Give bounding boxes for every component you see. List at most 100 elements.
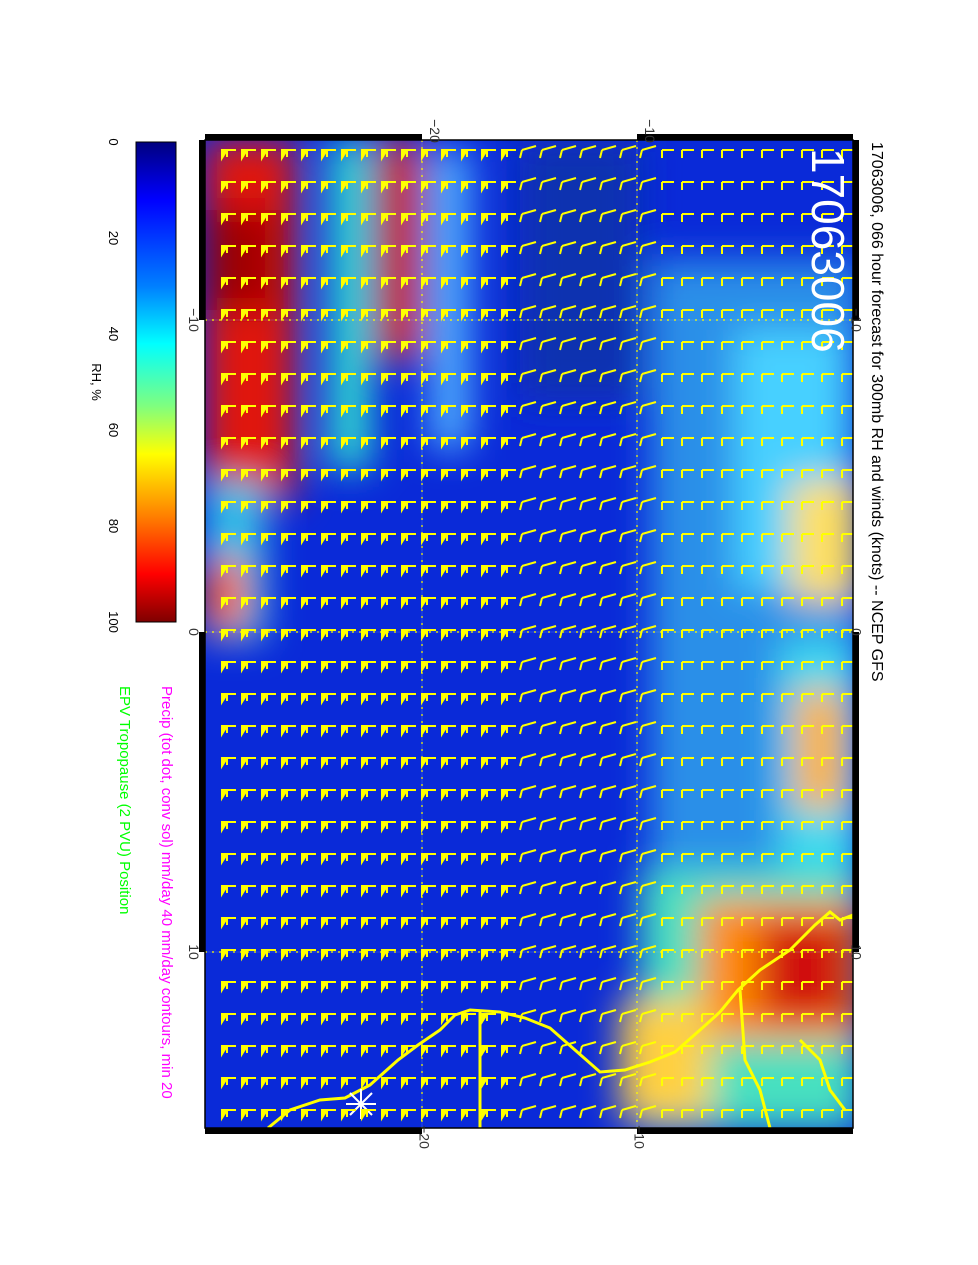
wind-barb bbox=[401, 533, 416, 546]
wind-barb bbox=[221, 789, 236, 802]
wind-barb bbox=[619, 529, 637, 543]
wind-barb bbox=[821, 757, 834, 766]
wind-barb bbox=[441, 981, 456, 994]
wind-barb bbox=[661, 437, 674, 446]
wind-barb bbox=[301, 1045, 316, 1058]
wind-barb bbox=[461, 469, 476, 482]
wind-barb bbox=[639, 241, 657, 255]
wind-barb bbox=[821, 885, 834, 894]
wind-barb bbox=[559, 881, 577, 895]
wind-barb bbox=[441, 1077, 456, 1090]
wind-barb bbox=[341, 341, 356, 354]
wind-barb bbox=[761, 693, 774, 702]
wind-barb bbox=[701, 725, 714, 734]
wind-barb bbox=[639, 177, 657, 191]
wind-barb bbox=[261, 341, 276, 354]
wind-barb bbox=[401, 1013, 416, 1026]
wind-barb bbox=[361, 373, 376, 386]
wind-barb bbox=[341, 437, 356, 450]
wind-barb bbox=[801, 1109, 814, 1118]
wind-barb bbox=[579, 881, 597, 895]
wind-barb bbox=[741, 149, 754, 158]
wind-barb bbox=[441, 309, 456, 322]
wind-barb bbox=[421, 1013, 436, 1026]
wind-barb bbox=[761, 341, 774, 350]
wind-barb bbox=[481, 661, 496, 674]
wind-barb bbox=[361, 1077, 376, 1090]
wind-barb bbox=[721, 437, 734, 446]
wind-barb bbox=[701, 693, 714, 702]
wind-barb bbox=[401, 981, 416, 994]
wind-barb bbox=[821, 1077, 834, 1086]
wind-barb bbox=[301, 693, 316, 706]
wind-barb bbox=[501, 1109, 516, 1122]
wind-barb bbox=[539, 1041, 557, 1055]
wind-barb bbox=[421, 501, 436, 514]
wind-barb bbox=[599, 785, 617, 799]
wind-barb bbox=[261, 757, 276, 770]
wind-barb bbox=[841, 597, 853, 606]
wind-barb bbox=[841, 821, 853, 830]
wind-barb bbox=[501, 981, 516, 994]
wind-barb bbox=[639, 209, 657, 223]
wind-barb bbox=[701, 437, 714, 446]
wind-barb bbox=[559, 561, 577, 575]
wind-barb bbox=[361, 245, 376, 258]
wind-barb bbox=[261, 629, 276, 642]
wind-barb bbox=[599, 209, 617, 223]
wind-barb bbox=[841, 1045, 853, 1054]
wind-barb bbox=[301, 277, 316, 290]
wind-barb bbox=[661, 149, 674, 158]
wind-barb bbox=[559, 977, 577, 991]
wind-barb bbox=[481, 437, 496, 450]
wind-barb bbox=[841, 949, 853, 958]
wind-barb bbox=[261, 789, 276, 802]
wind-barb bbox=[301, 501, 316, 514]
wind-barb bbox=[441, 501, 456, 514]
wind-barb bbox=[341, 405, 356, 418]
wind-barb bbox=[401, 757, 416, 770]
wind-barb bbox=[221, 245, 236, 258]
wind-barb bbox=[619, 209, 637, 223]
wind-barb bbox=[321, 917, 336, 930]
wind-barb bbox=[579, 785, 597, 799]
wind-barb bbox=[721, 725, 734, 734]
wind-barb bbox=[481, 565, 496, 578]
wind-barb bbox=[401, 181, 416, 194]
wind-barb bbox=[539, 913, 557, 927]
wind-barb bbox=[321, 1109, 336, 1122]
wind-barb bbox=[221, 277, 236, 290]
wind-barb bbox=[301, 341, 316, 354]
wind-barb bbox=[461, 181, 476, 194]
wind-barb bbox=[221, 1013, 236, 1026]
wind-barb bbox=[321, 885, 336, 898]
wind-barb bbox=[801, 757, 814, 766]
wind-barb bbox=[321, 437, 336, 450]
wind-barb bbox=[741, 565, 754, 574]
wind-barb bbox=[539, 689, 557, 703]
wind-barb bbox=[579, 1073, 597, 1087]
wind-barb bbox=[341, 501, 356, 514]
wind-barb bbox=[821, 213, 834, 222]
wind-barb bbox=[321, 661, 336, 674]
wind-barb bbox=[461, 757, 476, 770]
wind-barb bbox=[539, 657, 557, 671]
wind-barb bbox=[781, 949, 794, 958]
wind-barb bbox=[381, 405, 396, 418]
wind-barb bbox=[721, 469, 734, 478]
wind-barb bbox=[241, 245, 256, 258]
wind-barb bbox=[381, 469, 396, 482]
wind-barb bbox=[261, 597, 276, 610]
wind-barb bbox=[241, 501, 256, 514]
wind-barb bbox=[361, 597, 376, 610]
wind-barb bbox=[301, 917, 316, 930]
wind-barb bbox=[781, 1077, 794, 1086]
wind-barb bbox=[481, 341, 496, 354]
wind-barb bbox=[701, 213, 714, 222]
wind-barb bbox=[741, 469, 754, 478]
wind-barb bbox=[301, 149, 316, 162]
wind-barb bbox=[639, 785, 657, 799]
wind-barb bbox=[619, 945, 637, 959]
wind-barb bbox=[501, 629, 516, 642]
wind-barb bbox=[441, 245, 456, 258]
